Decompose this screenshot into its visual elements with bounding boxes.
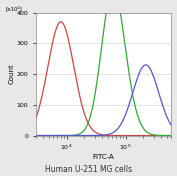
X-axis label: FITC-A: FITC-A	[93, 154, 115, 160]
Text: [x10²]: [x10²]	[6, 6, 23, 11]
Y-axis label: Count: Count	[9, 64, 15, 84]
Text: Human U-251 MG cells: Human U-251 MG cells	[45, 165, 132, 174]
